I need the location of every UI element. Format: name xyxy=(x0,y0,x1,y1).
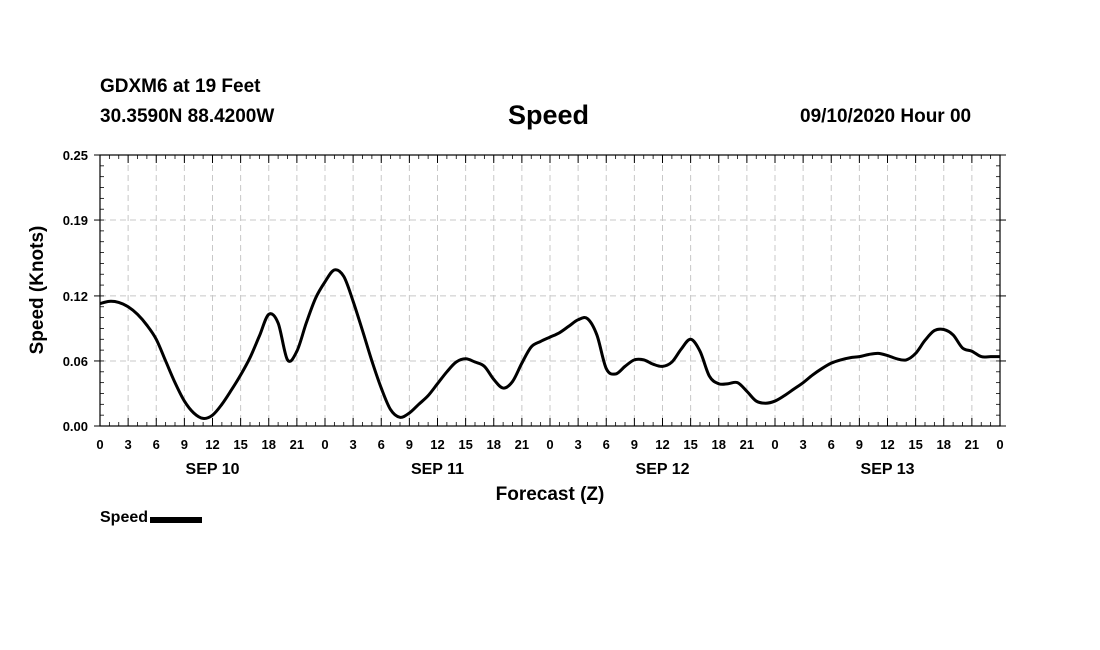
x-tick-label: 0 xyxy=(771,437,778,452)
forecast-date-label: 09/10/2020 Hour 00 xyxy=(800,106,972,127)
x-tick-label: 6 xyxy=(828,437,835,452)
x-tick-label: 6 xyxy=(603,437,610,452)
x-tick-label: 15 xyxy=(233,437,247,452)
axis-ticks xyxy=(94,154,1006,427)
x-tick-labels: 0 3 6 9 12 15 18 21 0 3 6 9 12 15 18 21 0 3 6 9 12 15 18 21 0 3 6 9… xyxy=(96,437,1003,452)
x-tick-label: 0 xyxy=(321,437,328,452)
grid-lines xyxy=(100,155,1000,426)
day-label: SEP 12 xyxy=(636,461,690,478)
x-tick-label: 12 xyxy=(880,437,894,452)
x-axis-title: Forecast (Z) xyxy=(496,484,605,505)
day-label: SEP 13 xyxy=(861,461,915,478)
x-tick-label: 21 xyxy=(515,437,529,452)
y-tick-label: 0.06 xyxy=(63,354,88,369)
x-tick-label: 18 xyxy=(937,437,951,452)
x-tick-label: 0 xyxy=(996,437,1003,452)
x-tick-label: 21 xyxy=(740,437,754,452)
legend-swatch xyxy=(150,517,203,523)
y-tick-label: 0.12 xyxy=(63,289,88,304)
x-tick-label: 9 xyxy=(181,437,188,452)
x-tick-label: 15 xyxy=(908,437,922,452)
day-label: SEP 11 xyxy=(411,461,464,478)
x-tick-label: 12 xyxy=(655,437,669,452)
series-layer xyxy=(99,268,1000,420)
y-tick-label: 0.25 xyxy=(63,148,88,163)
station-label: GDXM6 at 19 Feet xyxy=(100,76,261,97)
y-tick-label: 0.00 xyxy=(63,419,88,434)
x-tick-label: 9 xyxy=(406,437,413,452)
x-tick-label: 6 xyxy=(378,437,385,452)
x-tick-label: 3 xyxy=(800,437,807,452)
chart-title: Speed xyxy=(508,100,590,130)
y-tick-label: 0.19 xyxy=(63,213,88,228)
legend: Speed xyxy=(100,509,203,527)
x-tick-label: 21 xyxy=(965,437,979,452)
x-tick-label: 15 xyxy=(683,437,697,452)
x-tick-label: 12 xyxy=(205,437,219,452)
x-tick-label: 0 xyxy=(546,437,553,452)
x-tick-label: 3 xyxy=(350,437,357,452)
series-line-speed xyxy=(99,268,1000,420)
x-tick-label: 9 xyxy=(631,437,638,452)
x-tick-label: 12 xyxy=(430,437,444,452)
x-tick-label: 3 xyxy=(575,437,582,452)
plot-frame xyxy=(99,154,1001,427)
x-tick-label: 0 xyxy=(96,437,103,452)
legend-label: Speed xyxy=(100,509,149,526)
day-label: SEP 10 xyxy=(186,461,240,478)
coordinates-label: 30.3590N 88.4200W xyxy=(100,106,275,127)
x-tick-label: 18 xyxy=(487,437,501,452)
x-tick-label: 3 xyxy=(125,437,132,452)
x-tick-label: 9 xyxy=(856,437,863,452)
y-tick-labels: 0.00 0.06 0.12 0.19 0.25 xyxy=(63,148,88,434)
x-tick-label: 6 xyxy=(153,437,160,452)
x-tick-label: 18 xyxy=(712,437,726,452)
x-tick-label: 18 xyxy=(262,437,276,452)
x-tick-label: 21 xyxy=(290,437,304,452)
day-labels: SEP 10 SEP 11 SEP 12 SEP 13 xyxy=(186,461,915,478)
x-tick-label: 15 xyxy=(458,437,472,452)
y-axis-title: Speed (Knots) xyxy=(27,226,48,355)
